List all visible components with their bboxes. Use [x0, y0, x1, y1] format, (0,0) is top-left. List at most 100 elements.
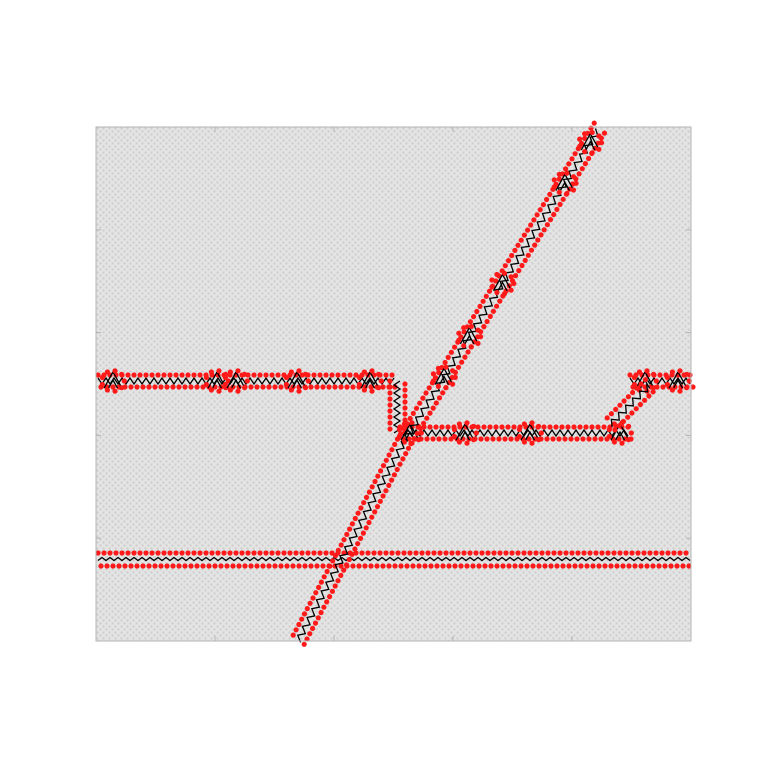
defect-atom	[584, 563, 590, 569]
defect-atom	[486, 288, 493, 294]
triangular-loop	[459, 430, 471, 441]
defect-atom	[656, 563, 662, 569]
defect-atom	[176, 563, 182, 569]
defect-atom	[296, 368, 302, 374]
defect-atom	[601, 130, 608, 136]
defect-atom	[275, 372, 281, 378]
defect-atom	[674, 563, 680, 569]
defect-atom	[631, 381, 638, 388]
defect-atom	[303, 371, 309, 377]
defect-atom	[206, 563, 212, 569]
zigzag-bond-line	[97, 556, 691, 562]
defect-atom	[428, 563, 434, 569]
defect-atom	[410, 410, 416, 416]
triangular-loop	[464, 334, 475, 345]
defect-atom	[263, 372, 269, 378]
defect-atom	[539, 550, 545, 556]
defect-atom	[387, 396, 393, 402]
defect-atom	[631, 374, 638, 381]
defect-atom	[307, 600, 313, 606]
defect-atom	[155, 550, 161, 556]
defect-atom	[107, 550, 113, 556]
defect-atom	[471, 423, 477, 429]
defect-atom	[557, 550, 563, 556]
defect-atom	[386, 452, 392, 458]
defect-atom	[467, 319, 473, 325]
defect-atom	[638, 563, 644, 569]
defect-atom	[335, 547, 341, 553]
defect-atom	[521, 550, 527, 556]
defect-atom	[356, 374, 362, 381]
defect-atom	[310, 625, 316, 632]
defect-atom	[450, 368, 456, 374]
defect-atom	[372, 478, 378, 485]
plot-frame	[95, 126, 692, 642]
triangular-loop	[614, 430, 626, 441]
defect-atom	[113, 550, 119, 556]
defect-atom	[455, 550, 461, 556]
defect-atom	[485, 550, 491, 556]
defect-atom	[376, 385, 382, 391]
defect-atom	[464, 563, 470, 569]
defect-atom	[173, 372, 179, 378]
defect-atom	[383, 372, 389, 378]
triangular-loop	[497, 281, 508, 292]
lower-diagonal-dislocation	[290, 436, 412, 647]
defect-atom	[380, 384, 386, 390]
defect-atom	[470, 563, 476, 569]
defect-atom	[321, 574, 327, 580]
defect-atom	[413, 550, 419, 556]
defect-atom	[494, 563, 500, 569]
defect-atom	[606, 433, 613, 440]
defect-atom	[541, 424, 547, 430]
defect-atom	[389, 477, 395, 483]
defect-atom	[577, 143, 583, 149]
defect-atom	[149, 550, 155, 556]
defect-atom	[651, 371, 657, 377]
defect-atom	[518, 237, 524, 243]
defect-atom	[338, 572, 344, 579]
defect-atom	[443, 364, 449, 370]
defect-atom	[545, 550, 551, 556]
defect-atom	[508, 287, 514, 293]
defect-atom	[456, 421, 462, 427]
defect-atom	[152, 384, 158, 390]
defect-atom	[401, 550, 407, 556]
defect-atom	[532, 242, 538, 248]
defect-atom	[487, 424, 493, 430]
defect-atom	[478, 436, 484, 442]
defect-atom	[197, 550, 203, 556]
defect-atom	[407, 415, 413, 422]
defect-atom	[660, 384, 666, 390]
defect-atom	[632, 563, 638, 569]
defect-atom	[686, 563, 692, 569]
defect-atom	[420, 395, 426, 401]
defect-atom	[311, 372, 317, 378]
defect-atom	[346, 556, 352, 563]
defect-atom	[550, 436, 556, 442]
defect-atom	[452, 374, 458, 380]
defect-atom	[320, 563, 326, 569]
defect-atom	[352, 546, 358, 552]
defect-atom	[263, 550, 269, 556]
defect-atom	[582, 149, 588, 155]
defect-atom	[365, 550, 371, 556]
triangular-loop	[211, 378, 223, 389]
defect-atom	[110, 563, 116, 569]
defect-atom	[146, 563, 152, 569]
defect-atom	[338, 542, 344, 548]
defect-atom	[439, 424, 445, 430]
defect-atom	[355, 510, 361, 516]
triangular-loop	[524, 430, 536, 441]
defect-atom	[541, 227, 547, 233]
defect-atom	[433, 400, 439, 406]
defect-atom	[547, 217, 554, 223]
defect-atom	[119, 371, 125, 377]
defect-atom	[395, 550, 401, 556]
defect-atom	[402, 405, 408, 411]
defect-atom	[316, 584, 322, 591]
defect-atom	[310, 595, 316, 601]
defect-atom	[430, 405, 436, 411]
defect-atom	[332, 384, 338, 390]
defect-atom	[369, 514, 375, 520]
